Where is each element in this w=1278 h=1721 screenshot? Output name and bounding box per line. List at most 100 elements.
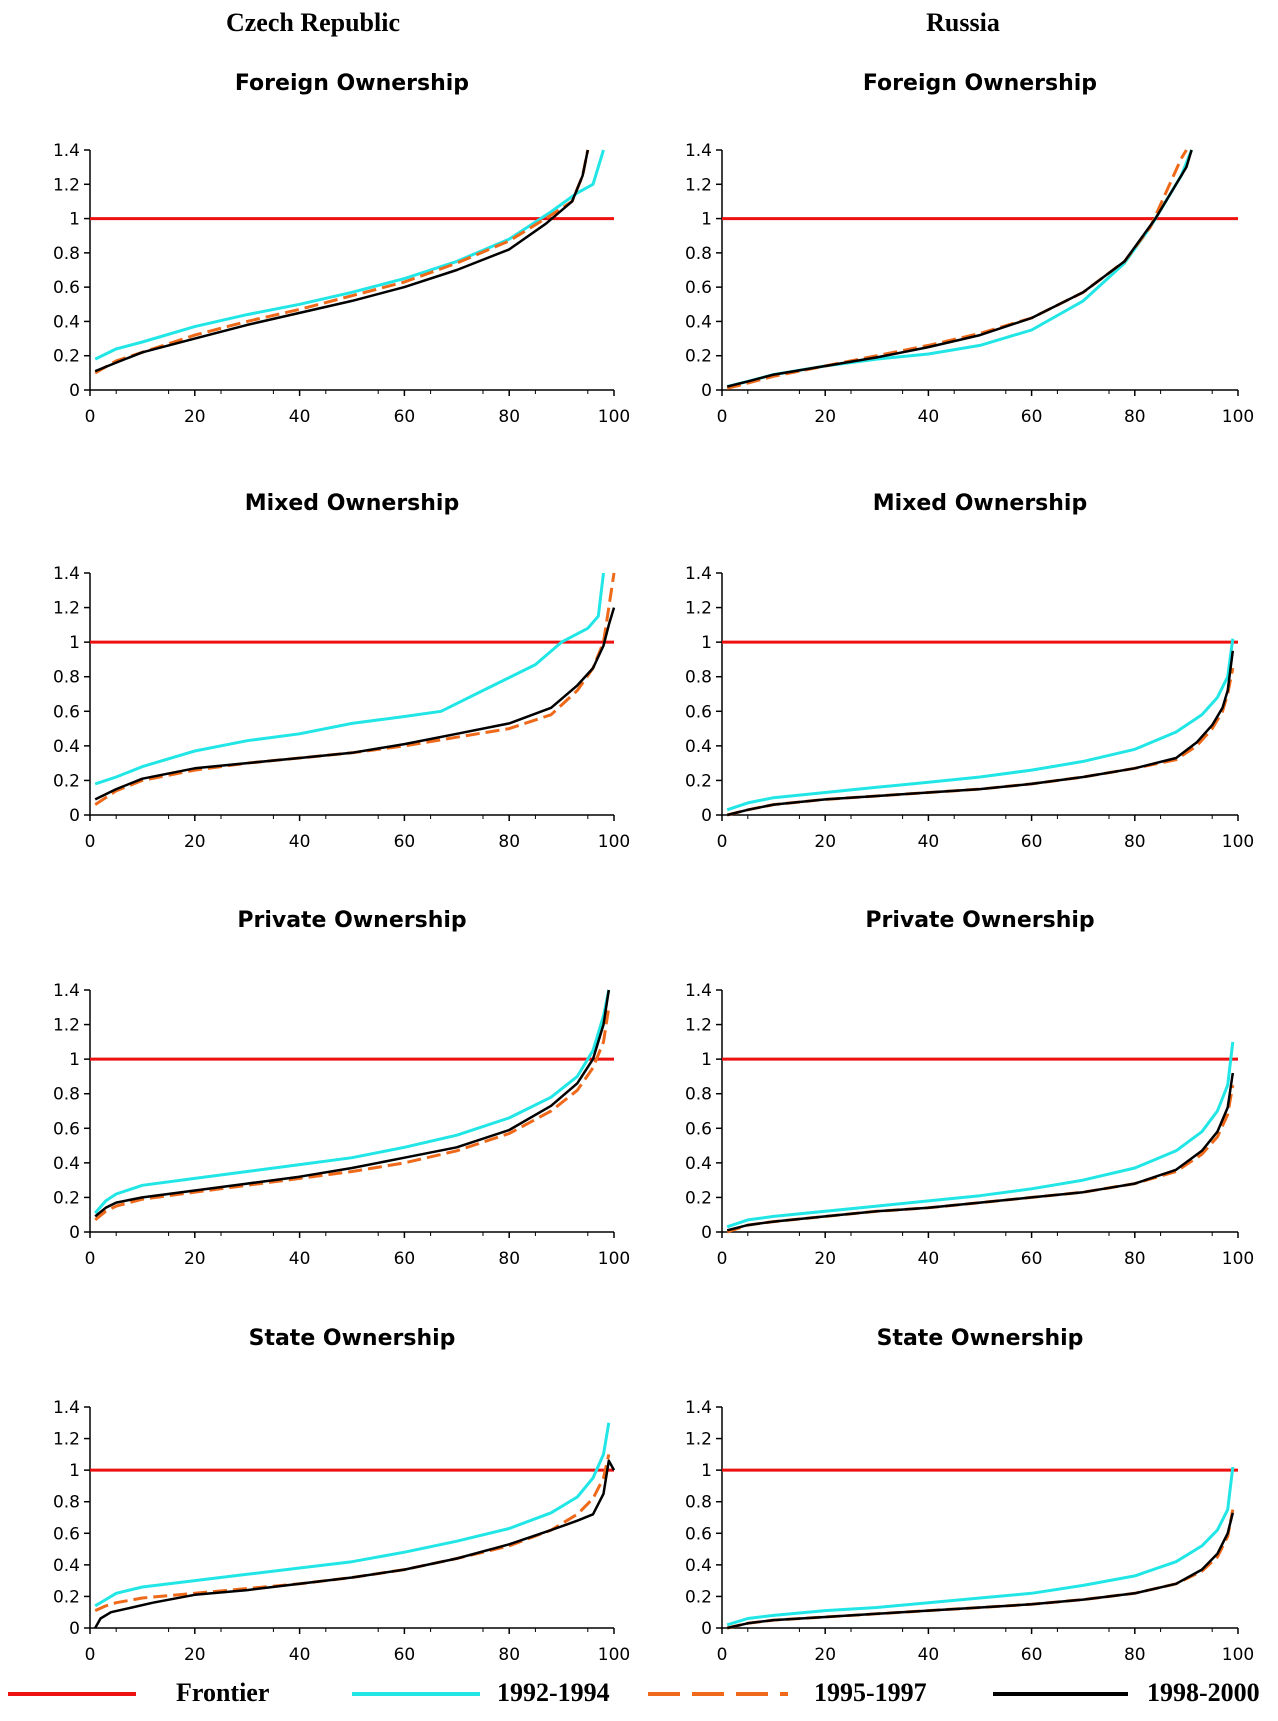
series-1998-2000 — [726, 1072, 1235, 1232]
x-tick-label: 100 — [598, 1645, 630, 1665]
y-tick-label: 1.4 — [53, 981, 80, 1001]
x-tick-label: 80 — [1124, 1645, 1146, 1665]
country-header-czech: Czech Republic — [225, 8, 401, 37]
legend-label-1998-2000: 1998-2000 — [1147, 1678, 1260, 1707]
y-tick-label: 1.4 — [53, 1398, 80, 1418]
y-tick-label: 1 — [69, 1461, 80, 1481]
y-tick-label: 0.4 — [685, 1556, 712, 1576]
x-tick-label: 20 — [814, 1249, 836, 1269]
legend-label-1992-1994: 1992-1994 — [497, 1678, 610, 1707]
series-1995-1997 — [94, 1007, 611, 1222]
y-tick-label: 0 — [69, 1223, 80, 1243]
series-1995-1997 — [94, 1454, 611, 1612]
y-tick-label: 0.2 — [685, 1587, 712, 1607]
y-tick-label: 0.2 — [53, 347, 80, 367]
x-tick-label: 0 — [85, 1645, 96, 1665]
x-tick-label: 80 — [1124, 1249, 1146, 1269]
x-tick-label: 20 — [814, 407, 836, 427]
x-tick-label: 80 — [1124, 407, 1146, 427]
chart-ru-state: State Ownership 0 0.2 0.4 0.6 0.8 1 1.2 1.4 0 20 40… — [685, 1326, 1254, 1665]
series-1992-1994 — [726, 1466, 1235, 1627]
x-tick-label: 0 — [85, 832, 96, 852]
y-tick-label: 1.2 — [685, 175, 712, 195]
x-tick-label: 20 — [184, 832, 206, 852]
series-1998-2000 — [726, 650, 1235, 817]
x-tick-label: 20 — [814, 1645, 836, 1665]
y-tick-label: 0.2 — [53, 1188, 80, 1208]
legend-line-1992-1994 — [352, 1692, 480, 1696]
y-tick-label: 0.2 — [685, 771, 712, 791]
y-tick-label: 1.4 — [53, 564, 80, 584]
y-tick-label: 0 — [69, 381, 80, 401]
chart-ru-mixed: Mixed Ownership 0 0.2 0.4 0.6 0.8 1 1.2 1.4 0 20 40… — [685, 491, 1254, 852]
chart-cz-mixed: Mixed Ownership 0 0.2 0.4 0.6 0.8 1 1.2 1.4 0 20 40… — [53, 491, 630, 852]
chart-cz-state: State Ownership 0 0.2 0.4 0.6 0.8 1 1.2 1.4 0 20 40… — [53, 1326, 630, 1665]
y-tick-label: 0.4 — [685, 737, 712, 757]
y-tick-label: 0.8 — [53, 668, 80, 688]
y-tick-label: 1.2 — [53, 599, 80, 619]
y-tick-label: 0.8 — [685, 668, 712, 688]
y-tick-label: 1.2 — [685, 1430, 712, 1450]
x-tick-label: 60 — [1021, 1249, 1043, 1269]
y-tick-label: 0 — [701, 1223, 712, 1243]
y-tick-label: 0.8 — [53, 244, 80, 264]
legend-line-1998-2000 — [993, 1692, 1128, 1696]
y-tick-label: 1.2 — [685, 599, 712, 619]
y-tick-label: 0.4 — [53, 312, 80, 332]
charts-canvas: Foreign Ownership 0 0.2 0.4 0.6 0.8 1 1.2 1.4 0 20… — [53, 71, 1254, 1665]
series-1998-2000 — [94, 989, 611, 1218]
series-1998-2000 — [94, 607, 616, 801]
x-tick-label: 40 — [918, 1645, 940, 1665]
legend-label-1995-1997: 1995-1997 — [814, 1678, 927, 1707]
x-tick-label: 60 — [1021, 1645, 1043, 1665]
y-tick-label: 0.6 — [685, 1524, 712, 1544]
x-tick-label: 20 — [184, 1249, 206, 1269]
y-tick-label: 0.6 — [685, 702, 712, 722]
x-tick-label: 20 — [184, 1645, 206, 1665]
chart-title: Private Ownership — [865, 908, 1094, 933]
series-1998-2000 — [94, 149, 590, 373]
y-tick-label: 0.8 — [53, 1085, 80, 1105]
chart-title: Foreign Ownership — [235, 71, 469, 96]
y-tick-label: 0.6 — [53, 1524, 80, 1544]
x-tick-label: 60 — [394, 1249, 416, 1269]
x-tick-label: 80 — [498, 407, 520, 427]
y-tick-label: 0.4 — [53, 1556, 80, 1576]
y-tick-label: 1.2 — [53, 175, 80, 195]
x-tick-label: 100 — [1222, 832, 1254, 852]
y-tick-label: 0.4 — [685, 312, 712, 332]
y-tick-label: 1.4 — [53, 141, 80, 161]
chart-title: Mixed Ownership — [245, 491, 459, 516]
y-tick-label: 0 — [69, 1619, 80, 1639]
y-tick-label: 0 — [701, 381, 712, 401]
x-tick-label: 100 — [1222, 407, 1254, 427]
x-tick-label: 100 — [1222, 1645, 1254, 1665]
series-1998-2000 — [94, 1459, 616, 1629]
y-tick-label: 0.2 — [685, 347, 712, 367]
chart-cz-foreign: Foreign Ownership 0 0.2 0.4 0.6 0.8 1 1.2 1.4 0 20… — [53, 71, 630, 427]
x-tick-label: 0 — [85, 1249, 96, 1269]
x-tick-label: 100 — [598, 407, 630, 427]
x-tick-label: 40 — [289, 832, 311, 852]
y-tick-label: 1 — [69, 633, 80, 653]
y-tick-label: 0.6 — [53, 702, 80, 722]
x-tick-label: 80 — [1124, 832, 1146, 852]
x-tick-label: 100 — [1222, 1249, 1254, 1269]
x-tick-label: 0 — [717, 832, 728, 852]
legend-line-frontier — [8, 1692, 136, 1696]
x-tick-label: 0 — [85, 407, 96, 427]
y-tick-label: 0 — [701, 1619, 712, 1639]
y-tick-label: 0 — [701, 806, 712, 826]
x-tick-label: 40 — [918, 407, 940, 427]
y-tick-label: 1.4 — [685, 564, 712, 584]
x-tick-label: 20 — [814, 832, 836, 852]
x-tick-label: 40 — [289, 1249, 311, 1269]
country-header-russia: Russia — [926, 8, 1000, 37]
y-tick-label: 1.4 — [685, 141, 712, 161]
x-tick-label: 0 — [717, 1249, 728, 1269]
series-1992-1994 — [94, 149, 605, 361]
y-tick-label: 1 — [69, 1050, 80, 1070]
series-1998-2000 — [726, 149, 1193, 388]
x-tick-label: 20 — [184, 407, 206, 427]
y-tick-label: 0.4 — [53, 1154, 80, 1174]
